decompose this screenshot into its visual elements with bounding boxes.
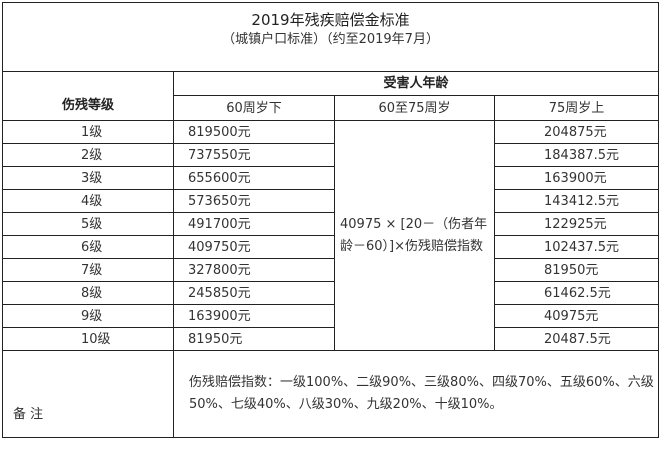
grade-cell: 1级 [2,120,174,144]
note-label: 备 注 [2,350,174,438]
over75-cell: 81950元 [493,258,660,282]
under60-cell: 573650元 [173,189,335,213]
grade-cell: 9级 [2,304,174,328]
age-group-header: 受害人年龄 [172,71,660,96]
table-row: 7级 327800元 81950元 [2,258,660,282]
over75-cell: 61462.5元 [493,281,660,305]
table-row: 3级 655600元 163900元 [2,166,660,190]
table-row: 6级 409750元 102437.5元 [2,235,660,259]
over75-cell: 20487.5元 [493,327,660,351]
table-row: 8级 245850元 61462.5元 [2,281,660,305]
table-row: 5级 491700元 122925元 [2,212,660,236]
formula-60to75-cell: 40975 × [20－（伤者年龄－60）]×伤残赔偿指数 [334,120,495,351]
under60-cell: 491700元 [173,212,335,236]
under60-cell: 409750元 [173,235,335,259]
col-header-under60: 60周岁下 [173,95,335,121]
over75-cell: 143412.5元 [493,189,660,213]
under60-cell: 737550元 [173,143,335,167]
note-text: 伤残赔偿指数：一级100%、二级90%、三级80%、四级70%、五级60%、六级… [172,350,660,438]
under60-cell: 819500元 [173,120,335,144]
over75-cell: 204875元 [493,120,660,144]
over75-cell: 122925元 [493,212,660,236]
page-subtitle: （城镇户口标准）（约至2019年7月） [222,32,439,47]
grade-cell: 4级 [2,189,174,213]
col-header-over75: 75周岁上 [493,95,660,121]
compensation-table: 2019年残疾赔偿金标准 （城镇户口标准）（约至2019年7月） 伤残等级 受害… [1,2,660,438]
grade-cell: 10级 [2,327,174,351]
under60-cell: 163900元 [173,304,335,328]
grade-cell: 6级 [2,235,174,259]
under60-cell: 245850元 [173,281,335,305]
table-row: 9级 163900元 40975元 [2,304,660,328]
under60-cell: 327800元 [173,258,335,282]
table-row: 10级 81950元 20487.5元 [2,327,660,351]
over75-cell: 184387.5元 [493,143,660,167]
note-row: 备 注 伤残赔偿指数：一级100%、二级90%、三级80%、四级70%、五级60… [2,350,660,438]
page-title: 2019年残疾赔偿金标准 [251,11,410,29]
under60-cell: 655600元 [173,166,335,190]
table-row: 4级 573650元 143412.5元 [2,189,660,213]
grade-cell: 3级 [2,166,174,190]
table-row: 1级 819500元 40975 × [20－（伤者年龄－60）]×伤残赔偿指数… [2,120,660,351]
over75-cell: 40975元 [493,304,660,328]
grade-header: 伤残等级 [2,71,174,121]
grade-cell: 5级 [2,212,174,236]
grade-cell: 2级 [2,143,174,167]
title-cell: 2019年残疾赔偿金标准 （城镇户口标准）（约至2019年7月） [1,2,660,72]
over75-cell: 102437.5元 [493,235,660,259]
under60-cell: 81950元 [173,327,335,351]
table-row: 2级 737550元 184387.5元 [2,143,660,167]
grade-cell: 8级 [2,281,174,305]
grade-cell: 7级 [2,258,174,282]
over75-cell: 163900元 [493,166,660,190]
col-header-60to75: 60至75周岁 [334,95,495,121]
